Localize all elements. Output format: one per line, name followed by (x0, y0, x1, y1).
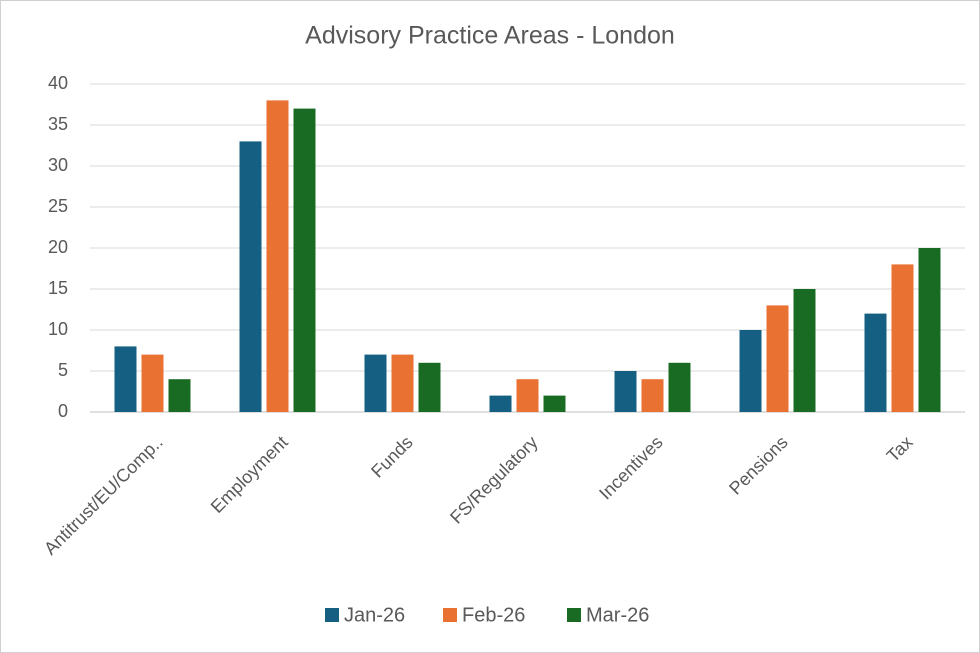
bar (239, 141, 262, 412)
bar (516, 379, 539, 412)
legend-swatch (443, 608, 457, 622)
bar (391, 354, 414, 412)
bar (918, 248, 941, 412)
bar (266, 100, 289, 413)
bar (668, 362, 691, 412)
chart-title: Advisory Practice Areas - London (305, 22, 675, 50)
y-tick-label: 10 (48, 319, 68, 339)
bar (489, 395, 512, 412)
y-tick-label: 0 (58, 401, 68, 421)
legend-label: Feb-26 (462, 604, 525, 626)
bar (641, 379, 664, 412)
y-tick-label: 20 (48, 237, 68, 257)
bar (864, 313, 887, 412)
bar (793, 289, 816, 412)
legend-swatch (567, 608, 581, 622)
bar (543, 395, 566, 412)
bar (739, 330, 762, 412)
y-tick-label: 35 (48, 114, 68, 134)
bar (418, 362, 441, 412)
bar (293, 108, 316, 412)
bar (614, 371, 637, 412)
bar (141, 354, 164, 412)
y-tick-label: 15 (48, 278, 68, 298)
legend-label: Mar-26 (586, 604, 649, 626)
bar (364, 354, 387, 412)
y-tick-label: 40 (48, 73, 68, 93)
legend-swatch (325, 608, 339, 622)
bar (766, 305, 789, 412)
bar (168, 379, 191, 412)
bar (891, 264, 914, 412)
bar (114, 346, 137, 412)
y-tick-label: 25 (48, 196, 68, 216)
y-tick-label: 5 (58, 360, 68, 380)
legend-label: Jan-26 (344, 604, 405, 626)
y-tick-label: 30 (48, 155, 68, 175)
